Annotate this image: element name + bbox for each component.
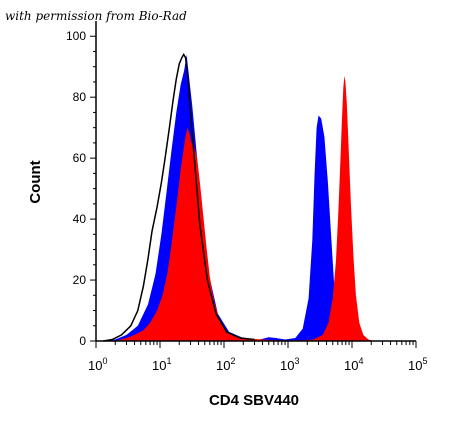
- y-tick-label: 40: [73, 212, 87, 226]
- x-tick-label: 103: [280, 356, 299, 373]
- x-tick-exponent: 5: [422, 356, 427, 366]
- y-axis-label: Count: [27, 160, 44, 203]
- y-tick-label: 20: [73, 273, 87, 287]
- x-tick-label: 100: [88, 356, 107, 373]
- y-tick-label: 100: [66, 29, 86, 43]
- x-tick-exponent: 0: [102, 356, 107, 366]
- series-red-peaks: [115, 75, 374, 342]
- series-black-outline: [103, 53, 255, 342]
- x-tick-exponent: 1: [166, 356, 171, 366]
- credit-text: with permission from Bio-Rad: [5, 9, 187, 23]
- x-tick-label: 102: [216, 356, 235, 373]
- y-tick-label: 60: [73, 151, 87, 165]
- x-tick-exponent: 2: [230, 356, 235, 366]
- x-axis-label: CD4 SBV440: [209, 392, 299, 409]
- x-tick-label: 101: [152, 356, 171, 373]
- x-tick-label: 105: [408, 356, 427, 373]
- plot-area: [103, 53, 374, 342]
- x-tick-label: 104: [344, 356, 363, 373]
- y-tick-label: 0: [79, 334, 86, 348]
- y-tick-label: 80: [73, 90, 87, 104]
- series-blue-peaks: [103, 54, 350, 341]
- x-tick-exponent: 3: [294, 356, 299, 366]
- x-tick-exponent: 4: [358, 356, 363, 366]
